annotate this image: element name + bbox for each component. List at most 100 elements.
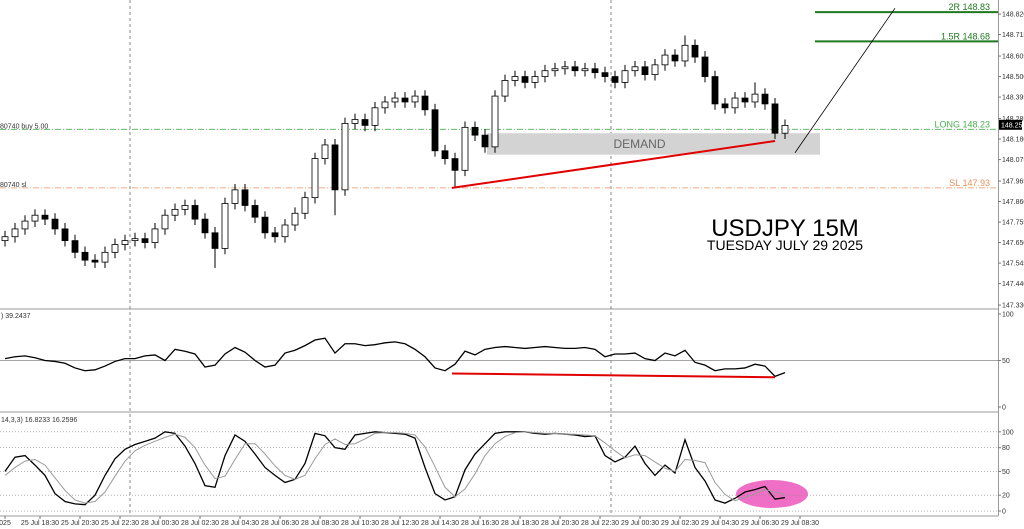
x-tick-label: 28 Jul 02:30 [181,520,219,527]
level-label: LONG 148.23 [934,119,990,129]
candle-body [731,97,739,109]
demand-zone [487,133,820,155]
x-tick-label: 28 Jul 00:30 [141,520,179,527]
chart-subtitle: TUESDAY JULY 29 2025 [707,237,863,253]
last-price-box [999,119,1022,130]
y-tick-label: 148.180 [1002,137,1024,144]
y-tick-label: 148.605 [1002,54,1024,61]
indicator-label: ) 39.2437 [1,313,31,320]
candle-body [171,208,179,216]
y-tick-label: 147.545 [1002,261,1024,268]
candle-body [691,44,699,58]
candle-body [221,203,229,249]
candle-body [551,68,559,72]
y-tick-label: 148.285 [1002,116,1024,123]
candle-body [181,205,189,210]
indicator-label: 14,3,3) 16.8233 16.2596 [1,417,77,424]
candle-body [1,236,9,242]
x-tick-label: 28 Jul 04:30 [221,520,259,527]
trendline [451,140,776,189]
level-label: 1.5R 148.68 [941,31,990,41]
y-tick-label: 20 [1002,493,1010,500]
y-tick-label: 147.440 [1002,281,1024,288]
level-label: 2R 148.83 [948,2,990,12]
x-tick-label: 29 Jul 00:30 [621,520,659,527]
level-label: SL 147.93 [949,178,990,188]
candle-body [61,228,69,242]
candle-body [771,103,779,134]
candle-body [121,240,129,245]
last-price-label: 148.253 [1001,122,1024,129]
candle-body [451,158,459,171]
y-tick-label: 148.820 [1002,12,1024,19]
x-tick-label: 28 Jul 14:30 [421,520,459,527]
candle-body [531,76,539,83]
candle-body [111,244,119,253]
indicator-line [4,431,786,506]
candle-body [751,93,759,103]
candle-body [351,119,359,124]
chart-title: USDJPY 15M [711,215,859,242]
candle-body [481,134,489,148]
x-tick-label: 29 Jul 06:30 [741,520,779,527]
candle-body [91,259,99,263]
x-tick-label: 28 Jul 16:30 [461,520,499,527]
candle-body [71,240,79,253]
x-tick-label: 29 Jul 04:30 [701,520,739,527]
candle-body [741,97,749,103]
indicator-line [4,337,786,378]
candle-body [651,64,659,76]
y-tick-label: 100 [1002,429,1014,436]
y-tick-label: 0 [1002,405,1006,412]
candle-body [411,95,419,103]
candle-body [271,232,279,238]
candle-body [101,251,109,263]
x-tick-label: 28 Jul 06:30 [261,520,299,527]
y-tick-label: 100 [1002,311,1014,318]
y-tick-label: 147.650 [1002,240,1024,247]
x-tick-label: 28 Jul 10:30 [341,520,379,527]
y-tick-label: 148.715 [1002,32,1024,39]
candle-body [471,126,479,136]
y-tick-label: 50 [1002,358,1010,365]
candle-body [421,95,429,111]
x-tick-label: 28 Jul 20:30 [541,520,579,527]
candle-body [31,214,39,222]
x-tick-label: 29 Jul 02:30 [661,520,699,527]
candle-body [761,93,769,105]
candle-body [141,238,149,243]
candle-body [391,97,399,103]
candle-body [601,72,609,77]
candle-body [631,66,639,72]
x-tick-label: 29 Jul 08:30 [781,520,819,527]
candle-body [781,124,789,134]
candle-body [701,56,709,77]
candle-body [301,197,309,214]
candle-body [431,109,439,152]
candle-body [51,218,59,230]
candle-body [321,144,329,159]
x-tick-label: 025 [0,520,11,527]
x-tick-label: 25 Jul 18:30 [21,520,59,527]
y-tick-label: 80 [1002,445,1010,452]
candle-body [21,220,29,230]
candle-body [261,216,269,234]
candle-body [281,224,289,238]
candle-body [461,126,469,171]
candle-body [671,54,679,62]
candle-body [371,107,379,126]
y-tick-label: 148.075 [1002,157,1024,164]
candle-body [291,212,299,226]
y-tick-label: 0 [1002,509,1006,516]
candle-body [191,205,199,220]
y-tick-label: 148.500 [1002,74,1024,81]
x-tick-label: 28 Jul 18:30 [501,520,539,527]
candle-body [441,150,449,159]
candle-body [381,101,389,109]
candle-body [161,214,169,230]
candle-body [251,205,259,218]
y-tick-label: 147.330 [1002,303,1024,310]
